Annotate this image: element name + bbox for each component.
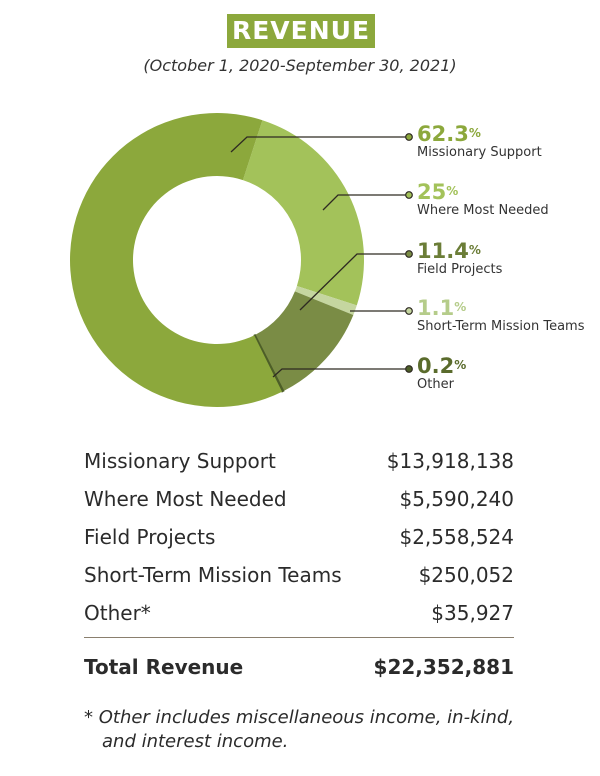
table-row: Where Most Needed $5,590,240 [84,487,514,511]
slice-category: Other [417,377,454,392]
row-label: Field Projects [84,525,216,549]
row-amount: $2,558,524 [399,525,514,549]
leader-dot [405,250,413,258]
slice-percent: 62.3% [417,122,481,146]
leader-dot [405,133,413,141]
percent-sign: % [446,184,459,198]
row-amount: $35,927 [431,601,514,625]
leader-line [322,194,409,211]
row-label: Other* [84,601,151,625]
period-subtitle: (October 1, 2020-September 30, 2021) [143,56,457,75]
percent-sign: % [454,300,467,314]
total-amount: $22,352,881 [373,655,514,679]
total-label: Total Revenue [84,655,244,679]
slice-field-projects [255,291,354,391]
slice-category: Where Most Needed [417,203,549,218]
slice-label: 25% Where Most Needed [417,181,549,219]
revenue-title: REVENUE [227,14,375,48]
table-row: Missionary Support $13,918,138 [84,449,514,473]
slice-category: Field Projects [417,262,503,277]
total-row: Total Revenue $22,352,881 [84,655,514,679]
footnote: * Other includes miscellaneous income, i… [84,707,515,752]
slice-percent: 0.2% [417,354,467,378]
slice-missionary-support [69,112,283,407]
percent-sign: % [468,126,481,140]
table-row: Field Projects $2,558,524 [84,525,514,549]
table-row: Short-Term Mission Teams $250,052 [84,563,514,587]
table-row: Other* $35,927 [84,601,514,625]
slice-label: 11.4% Field Projects [417,240,502,278]
row-amount: $250,052 [418,563,514,587]
leader-dot [405,191,413,199]
slice-other [253,334,285,393]
row-amount: $5,590,240 [399,487,514,511]
slice-label: 1.1% Short-Term Mission Teams [417,297,584,335]
slice-short-term-mission-teams [294,285,357,315]
slice-where-most-needed [242,120,364,306]
slice-percent: 1.1% [417,296,467,320]
leader-dot [405,365,413,373]
table-divider [84,637,514,638]
leader-line [272,368,409,378]
revenue-donut-chart [69,112,413,407]
percent-sign: % [468,243,481,257]
slice-label: 62.3% Missionary Support [417,123,542,161]
row-label: Missionary Support [84,449,276,473]
slice-percent: 25% [417,180,459,204]
row-amount: $13,918,138 [386,449,514,473]
percent-sign: % [454,358,467,372]
leader-line [299,253,409,311]
row-label: Where Most Needed [84,487,287,511]
slice-percent: 11.4% [417,239,481,263]
row-label: Short-Term Mission Teams [84,563,342,587]
slice-category: Short-Term Mission Teams [417,319,585,334]
slice-category: Missionary Support [417,145,542,160]
slice-label: 0.2% Other [417,355,466,393]
leader-dot [405,307,413,315]
leader-line [230,136,409,153]
